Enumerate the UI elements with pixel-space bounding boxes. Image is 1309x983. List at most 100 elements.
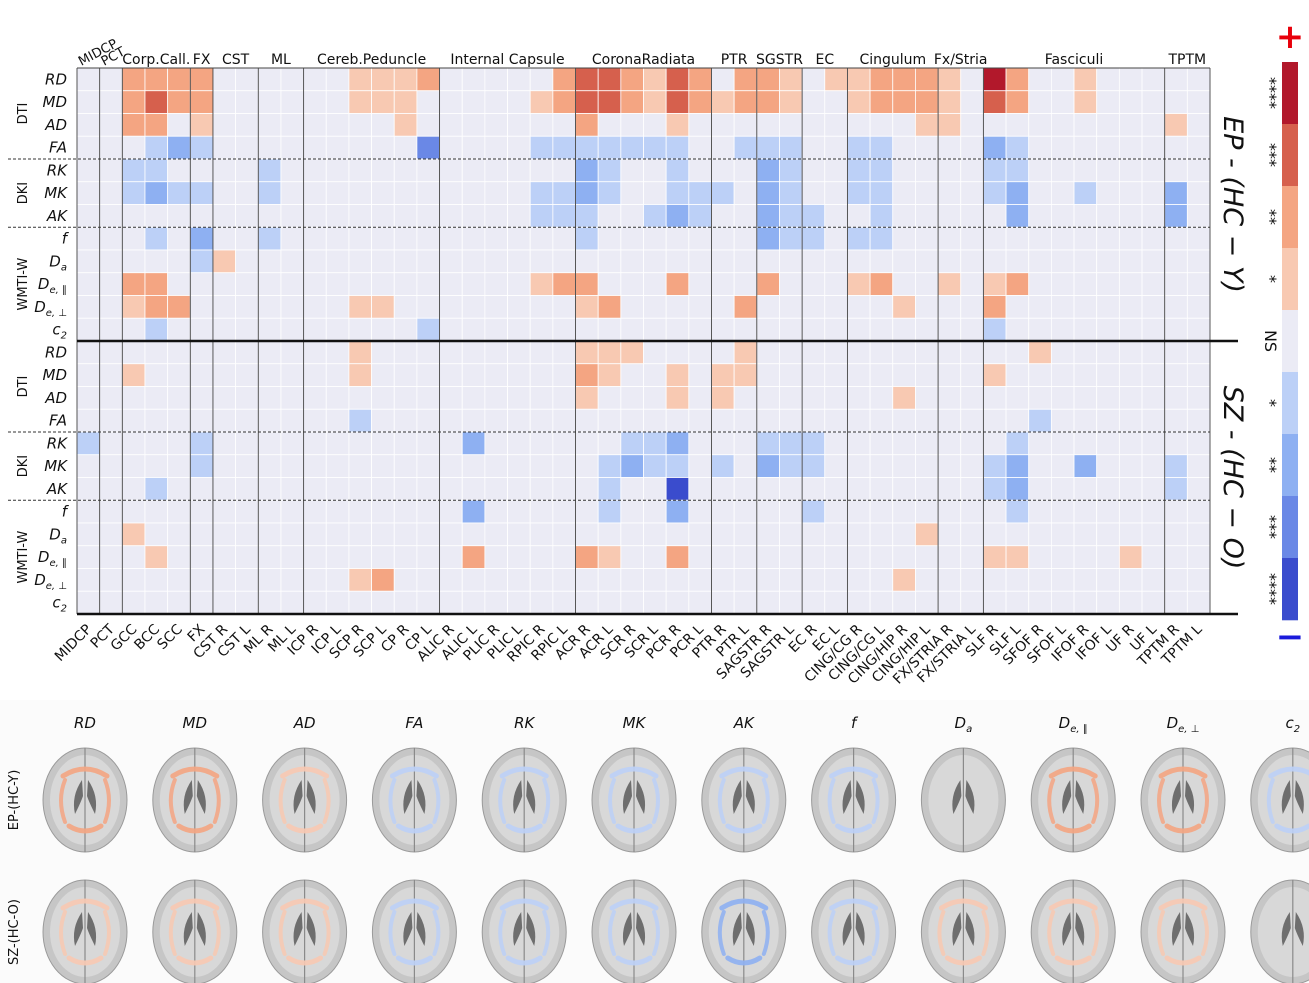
heatmap-cell bbox=[348, 67, 372, 92]
heatmap-cell bbox=[665, 113, 690, 137]
heatmap-cell bbox=[824, 295, 848, 319]
heatmap-cell bbox=[257, 499, 282, 524]
heatmap-cell bbox=[416, 158, 440, 183]
heatmap-cell bbox=[597, 295, 622, 319]
heatmap-cell bbox=[121, 226, 146, 251]
heatmap-cell bbox=[235, 363, 259, 387]
heatmap-cell bbox=[665, 317, 690, 342]
tract-genu bbox=[609, 766, 659, 779]
heatmap-cell bbox=[824, 340, 848, 365]
tract-genu bbox=[1048, 898, 1098, 911]
heatmap-cell bbox=[280, 431, 305, 456]
heatmap-cell bbox=[1028, 590, 1052, 615]
heatmap-cell bbox=[507, 90, 531, 114]
heatmap-cell bbox=[1050, 363, 1075, 387]
heatmap-cell bbox=[325, 477, 350, 501]
heatmap-cell bbox=[212, 249, 237, 274]
heatmap-cell bbox=[824, 113, 848, 137]
heatmap-cell bbox=[1141, 568, 1166, 592]
heatmap-cell bbox=[144, 158, 169, 183]
heatmap-cell bbox=[552, 135, 576, 160]
heatmap-cell bbox=[507, 499, 531, 524]
heatmap-cell bbox=[235, 454, 259, 478]
tract-genu bbox=[829, 898, 879, 911]
heatmap-cell bbox=[76, 454, 101, 478]
heatmap-cell bbox=[484, 454, 508, 478]
heatmap-cell bbox=[665, 249, 690, 274]
heatmap-cell bbox=[371, 340, 395, 365]
heatmap-cell bbox=[461, 477, 486, 501]
heatmap-cell bbox=[1141, 477, 1166, 501]
heatmap-cell bbox=[507, 249, 531, 274]
heatmap-cell bbox=[665, 499, 690, 524]
heatmap-cell bbox=[688, 67, 712, 92]
heatmap-cell bbox=[983, 181, 1007, 205]
heatmap-cell bbox=[756, 363, 780, 387]
heatmap-cell bbox=[235, 590, 259, 615]
heatmap-cell bbox=[620, 158, 644, 183]
heatmap-cell bbox=[121, 568, 146, 592]
heatmap-cell bbox=[869, 158, 894, 183]
heatmap-cell bbox=[1005, 454, 1030, 478]
heatmap-cell bbox=[869, 226, 894, 251]
heatmap-cell bbox=[529, 522, 554, 547]
heatmap-cell bbox=[1073, 272, 1098, 296]
heatmap-cell bbox=[1096, 113, 1120, 137]
heatmap-cell bbox=[348, 454, 372, 478]
heatmap-cell bbox=[529, 590, 554, 615]
heatmap-cell bbox=[597, 431, 622, 456]
heatmap-cell bbox=[461, 363, 486, 387]
heatmap-cell bbox=[779, 272, 803, 296]
brain-metric-title: RK bbox=[514, 714, 535, 732]
left-ventricle bbox=[622, 780, 632, 814]
heatmap-cell bbox=[257, 272, 282, 296]
heatmap-cell bbox=[280, 181, 305, 205]
heatmap-cell bbox=[1186, 386, 1211, 410]
heatmap-cell bbox=[461, 181, 486, 205]
heatmap-cell bbox=[915, 522, 939, 547]
tract-right bbox=[432, 778, 441, 824]
tract-left bbox=[388, 910, 397, 956]
heatmap-cell bbox=[257, 386, 282, 410]
heatmap-cell bbox=[801, 204, 826, 228]
heatmap-cell bbox=[1073, 67, 1098, 92]
heatmap-cell bbox=[529, 90, 554, 114]
heatmap-cell bbox=[779, 90, 803, 114]
heatmap-cell bbox=[937, 568, 962, 592]
heatmap-cell bbox=[824, 545, 848, 569]
heatmap-cell bbox=[960, 568, 984, 592]
heatmap-cell bbox=[144, 477, 169, 501]
brain-metric-title: RD bbox=[74, 714, 96, 732]
heatmap-cell bbox=[257, 135, 282, 160]
heatmap-cell bbox=[824, 135, 848, 160]
heatmap-cell bbox=[121, 295, 146, 319]
heatmap-cell bbox=[1164, 590, 1188, 615]
tract-splenium bbox=[1274, 823, 1309, 834]
heatmap-cell bbox=[393, 499, 418, 524]
heatmap-cell bbox=[665, 590, 690, 615]
heatmap-cell bbox=[1186, 181, 1211, 205]
heatmap-cell bbox=[257, 226, 282, 251]
heatmap-cell bbox=[1118, 272, 1143, 296]
heatmap-cell bbox=[325, 340, 350, 365]
heatmap-cell bbox=[552, 272, 576, 296]
heatmap-cell bbox=[529, 204, 554, 228]
row-label: FA bbox=[49, 412, 67, 430]
heatmap-cell bbox=[280, 67, 305, 92]
heatmap-cell bbox=[801, 317, 826, 342]
heatmap-cell bbox=[756, 522, 780, 547]
heatmap-cell bbox=[461, 499, 486, 524]
tract-genu bbox=[938, 898, 988, 911]
heatmap-cell bbox=[325, 272, 350, 296]
heatmap-cell bbox=[529, 363, 554, 387]
heatmap-cell bbox=[779, 158, 803, 183]
heatmap-cell bbox=[847, 363, 871, 387]
heatmap-cell bbox=[529, 408, 554, 433]
left-ventricle bbox=[732, 912, 742, 946]
heatmap-cell bbox=[597, 113, 622, 137]
heatmap-cell bbox=[507, 272, 531, 296]
heatmap-cell bbox=[121, 90, 146, 114]
brain-slice bbox=[152, 747, 238, 853]
heatmap-cell bbox=[983, 295, 1007, 319]
